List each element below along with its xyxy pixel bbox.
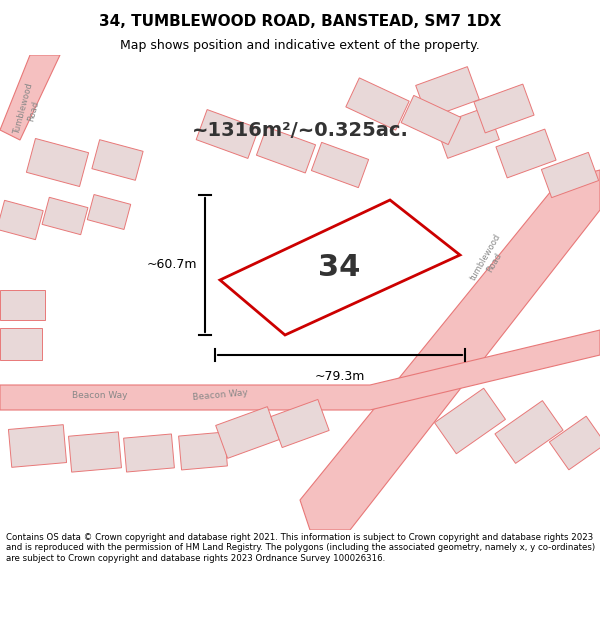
Polygon shape bbox=[124, 434, 175, 472]
Polygon shape bbox=[311, 142, 368, 188]
Polygon shape bbox=[256, 127, 316, 173]
Text: ~79.3m: ~79.3m bbox=[315, 370, 365, 383]
Polygon shape bbox=[42, 198, 88, 235]
Polygon shape bbox=[416, 67, 479, 118]
Polygon shape bbox=[179, 432, 227, 470]
Polygon shape bbox=[271, 399, 329, 448]
Text: ~60.7m: ~60.7m bbox=[146, 259, 197, 271]
Polygon shape bbox=[215, 407, 280, 458]
Polygon shape bbox=[495, 401, 563, 463]
Text: Map shows position and indicative extent of the property.: Map shows position and indicative extent… bbox=[120, 39, 480, 51]
Polygon shape bbox=[87, 194, 131, 229]
Text: Beacon Way: Beacon Way bbox=[192, 388, 248, 402]
Text: 34: 34 bbox=[317, 253, 360, 282]
Polygon shape bbox=[0, 330, 600, 410]
Text: Tumblewood
Road: Tumblewood Road bbox=[12, 82, 44, 138]
Polygon shape bbox=[26, 139, 89, 186]
Polygon shape bbox=[436, 107, 499, 158]
Polygon shape bbox=[474, 84, 534, 133]
Text: tumblewood
Road: tumblewood Road bbox=[469, 232, 511, 288]
Polygon shape bbox=[496, 129, 556, 178]
Polygon shape bbox=[68, 432, 121, 472]
Polygon shape bbox=[541, 152, 599, 198]
Polygon shape bbox=[0, 55, 60, 140]
Text: 34, TUMBLEWOOD ROAD, BANSTEAD, SM7 1DX: 34, TUMBLEWOOD ROAD, BANSTEAD, SM7 1DX bbox=[99, 14, 501, 29]
Polygon shape bbox=[0, 328, 42, 360]
Polygon shape bbox=[8, 424, 67, 468]
Polygon shape bbox=[550, 416, 600, 470]
Polygon shape bbox=[401, 96, 461, 144]
Text: Beacon Way: Beacon Way bbox=[72, 391, 128, 399]
Polygon shape bbox=[0, 201, 43, 239]
Polygon shape bbox=[92, 140, 143, 180]
Text: Contains OS data © Crown copyright and database right 2021. This information is : Contains OS data © Crown copyright and d… bbox=[6, 533, 595, 562]
Polygon shape bbox=[346, 78, 409, 130]
Polygon shape bbox=[434, 388, 505, 454]
Polygon shape bbox=[0, 290, 45, 320]
Polygon shape bbox=[196, 109, 259, 159]
Polygon shape bbox=[300, 170, 600, 530]
Text: ~1316m²/~0.325ac.: ~1316m²/~0.325ac. bbox=[191, 121, 409, 139]
